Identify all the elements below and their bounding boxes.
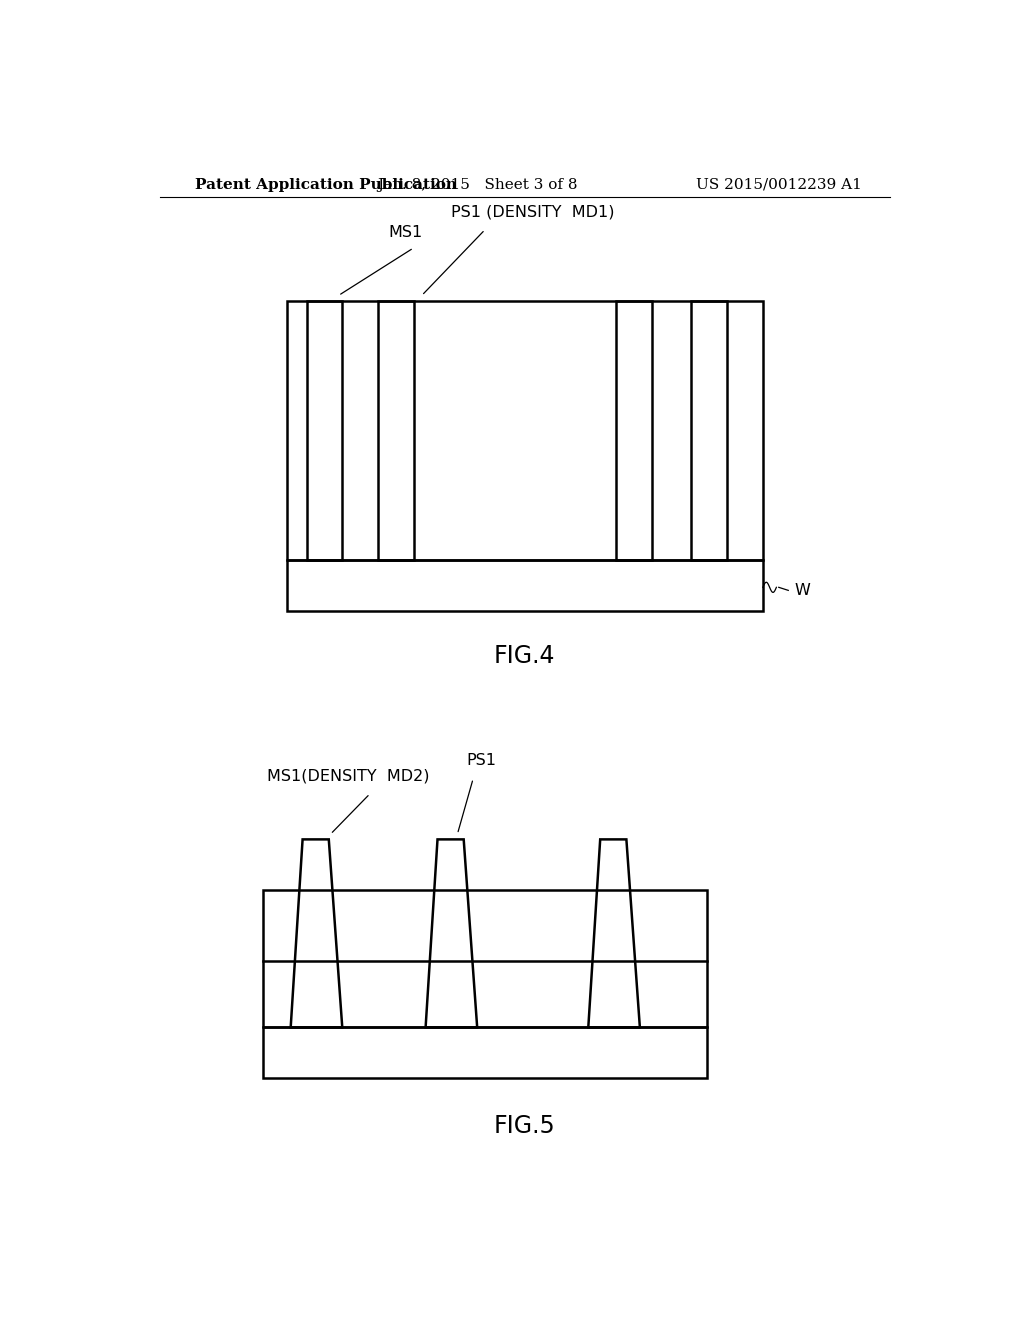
Bar (287, 560, 763, 611)
Text: US 2015/0012239 A1: US 2015/0012239 A1 (696, 178, 862, 191)
Bar (263, 890, 708, 1027)
Text: FIG.4: FIG.4 (494, 644, 556, 668)
Text: MS1(DENSITY  MD2): MS1(DENSITY MD2) (267, 768, 429, 784)
Text: PS1: PS1 (466, 754, 497, 768)
Text: FIG.5: FIG.5 (494, 1114, 556, 1138)
Bar (263, 1027, 708, 1078)
Text: W: W (795, 583, 811, 598)
Text: MS1: MS1 (389, 224, 423, 240)
Text: PS1 (DENSITY  MD1): PS1 (DENSITY MD1) (451, 205, 614, 219)
Bar (287, 301, 763, 560)
Text: Patent Application Publication: Patent Application Publication (196, 178, 458, 191)
Text: Jan. 8, 2015   Sheet 3 of 8: Jan. 8, 2015 Sheet 3 of 8 (377, 178, 578, 191)
